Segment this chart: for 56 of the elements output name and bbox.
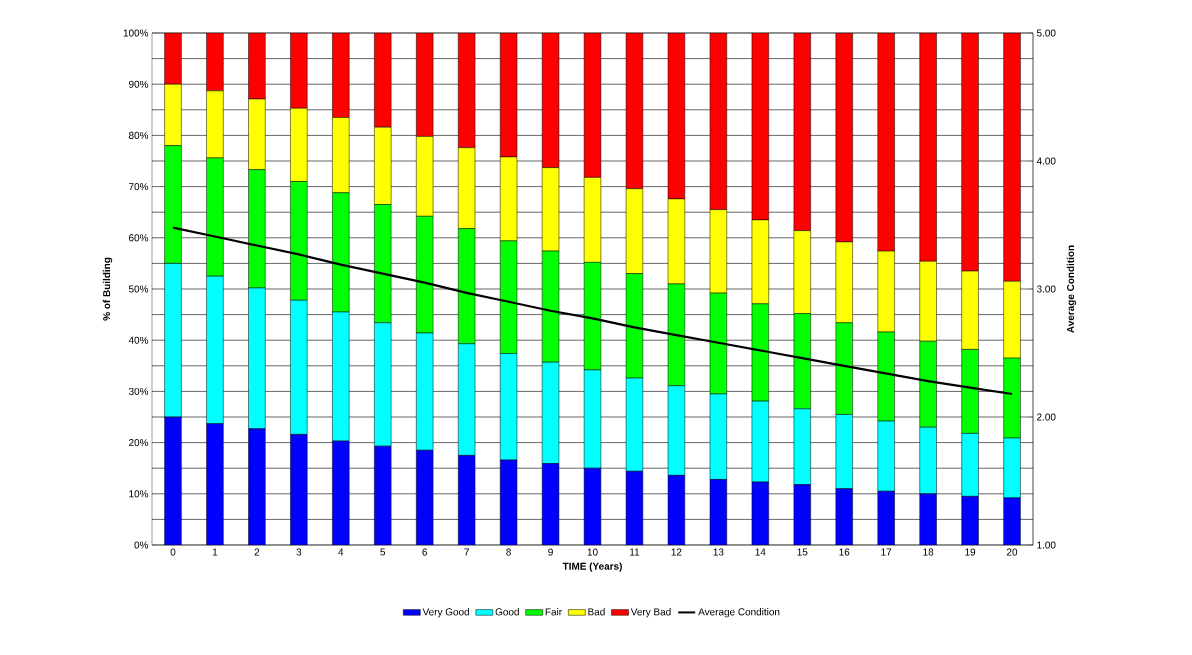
bar — [919, 493, 937, 545]
y2-axis-title: Average Condition — [1066, 245, 1077, 333]
x-tick-label: 19 — [965, 548, 976, 556]
x-tick-label: 11 — [630, 548, 640, 556]
bar — [248, 428, 266, 545]
x-tick-label: 10 — [587, 548, 598, 556]
bar — [877, 490, 895, 545]
y-tick-label: 30% — [128, 387, 149, 395]
x-tick-label: 13 — [713, 548, 724, 556]
x-tick-label: 15 — [797, 548, 808, 556]
y2-tick-label: 4.00 — [1036, 157, 1056, 165]
y2-tick-label: 5.00 — [1036, 29, 1056, 37]
legend-label: Good — [495, 608, 519, 616]
y2-tick-label: 2.00 — [1037, 413, 1056, 421]
y-tick-label: 90% — [129, 80, 149, 88]
x-tick-label: 17 — [881, 548, 892, 556]
y-tick-label: 80% — [128, 131, 149, 139]
bar — [1003, 497, 1021, 545]
bar — [290, 434, 308, 545]
legend-label: Average Condition — [698, 608, 780, 618]
bar — [961, 496, 979, 545]
legend-label: Very Good — [422, 608, 469, 618]
y-tick-label: 10% — [129, 490, 149, 498]
y-axis-title: % of Building — [102, 257, 113, 321]
x-tick-label: 4 — [338, 548, 344, 556]
y-tick-label: 50% — [128, 285, 149, 293]
x-tick-label: 2 — [254, 548, 260, 556]
x-tick-label: 9 — [548, 548, 553, 556]
bar — [332, 440, 350, 545]
y2-tick-label: 1.00 — [1037, 541, 1056, 549]
x-tick-label: 8 — [506, 548, 511, 556]
x-axis-title: TIME (Years) — [562, 562, 622, 572]
legend-label: Fair — [545, 608, 562, 616]
bar — [206, 423, 224, 545]
x-tick-label: 20 — [1006, 548, 1018, 556]
legend-label: Very Bad — [630, 608, 671, 618]
y-tick-label: 20% — [129, 439, 149, 447]
x-tick-label: 7 — [464, 548, 469, 556]
x-tick-label: 3 — [296, 548, 302, 556]
y-tick-label: 70% — [129, 183, 149, 191]
x-tick-label: 6 — [422, 548, 428, 556]
y-tick-label: 60% — [129, 234, 149, 242]
x-tick-label: 5 — [380, 548, 386, 556]
legend-label: Bad — [588, 608, 605, 616]
y-tick-label: 0% — [134, 541, 149, 549]
y-tick-label: 100% — [123, 29, 149, 37]
bar — [835, 488, 853, 545]
x-tick-label: 0 — [170, 548, 176, 556]
x-tick-label: 12 — [671, 548, 682, 556]
y2-tick-label: 3.00 — [1036, 285, 1056, 293]
bar — [164, 416, 182, 545]
x-tick-label: 1 — [212, 548, 218, 556]
y-tick-label: 40% — [128, 336, 149, 344]
x-tick-label: 16 — [839, 548, 850, 556]
x-tick-label: 18 — [923, 548, 934, 556]
x-tick-label: 14 — [755, 548, 766, 556]
